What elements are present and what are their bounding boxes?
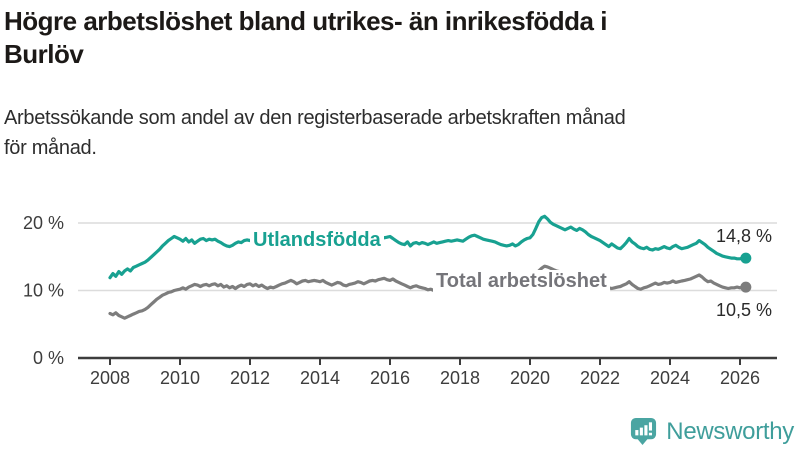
series-label-utlandsfodda: Utlandsfödda — [250, 229, 384, 252]
x-axis-tick-label: 2008 — [90, 368, 130, 388]
y-axis-tick-label: 20 % — [23, 213, 64, 233]
subtitle-line-1: Arbetssökande som andel av den registerb… — [4, 107, 626, 129]
series-end-value-label: 10,5 % — [716, 300, 772, 320]
x-axis-tick-label: 2026 — [720, 368, 760, 388]
newsworthy-logo: Newsworthy — [629, 417, 794, 446]
series-line-total-arbetsloshet — [108, 264, 748, 320]
series-label-total-arbetsloshet: Total arbetslöshet — [433, 270, 610, 293]
brand-name: Newsworthy — [666, 417, 794, 445]
chart-subtitle: Arbetssökande som andel av den registerb… — [4, 103, 626, 163]
series-end-value-label: 14,8 % — [716, 226, 772, 246]
x-axis-tick-label: 2016 — [370, 368, 410, 388]
bar-chart-speech-bubble-icon — [631, 417, 657, 446]
title-line-2: Burlöv — [4, 39, 84, 69]
x-axis-tick-label: 2018 — [440, 368, 480, 388]
x-axis-tick-label: 2012 — [230, 368, 270, 388]
y-axis-tick-label: 10 % — [23, 281, 64, 301]
x-axis-tick-label: 2022 — [580, 368, 620, 388]
page-title: Högre arbetslöshet bland utrikes- än inr… — [4, 5, 607, 71]
series-end-dot — [740, 281, 752, 293]
x-axis-tick-label: 2020 — [510, 368, 550, 388]
series-line-utlandsfodda — [108, 214, 748, 280]
title-line-1: Högre arbetslöshet bland utrikes- än inr… — [4, 6, 607, 36]
series-end-dot — [740, 252, 752, 264]
line-chart-canvas: 20 % 10 % 0 % 2008 2010 2012 2014 2016 2018 2020 2… — [23, 213, 777, 388]
subtitle-line-2: för månad. — [4, 137, 97, 159]
x-axis-tick-label: 2014 — [300, 368, 340, 388]
y-axis-tick-label: 0 % — [33, 348, 64, 368]
x-axis-tick-label: 2010 — [160, 368, 200, 388]
x-axis-tick-label: 2024 — [650, 368, 690, 388]
